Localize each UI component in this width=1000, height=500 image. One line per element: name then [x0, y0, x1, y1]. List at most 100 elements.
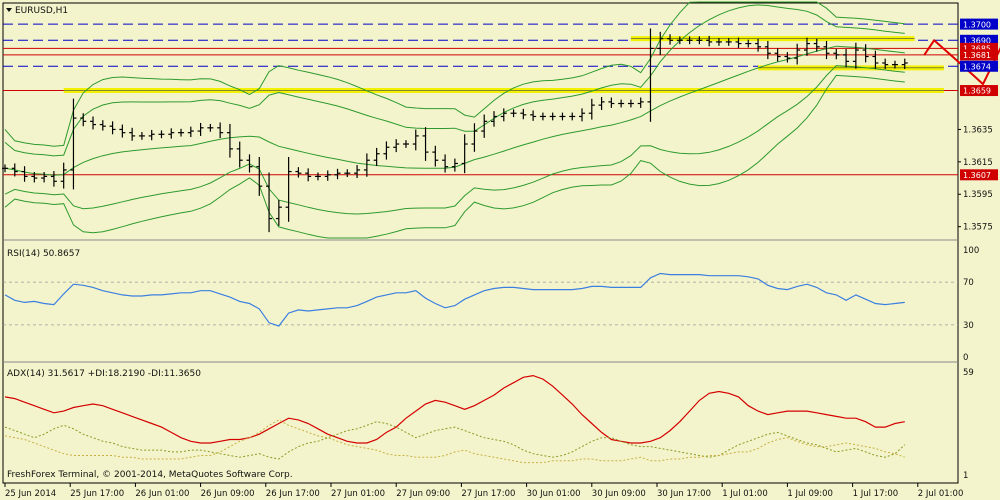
- di-minus-line[interactable]: [4, 419, 905, 464]
- ohlc-bar[interactable]: [168, 128, 175, 139]
- ohlc-bar[interactable]: [246, 154, 253, 173]
- ohlc-bar[interactable]: [11, 163, 18, 177]
- ohlc-bar[interactable]: [715, 38, 722, 46]
- ohlc-bar[interactable]: [236, 141, 243, 168]
- ohlc-bar[interactable]: [608, 97, 615, 108]
- ohlc-bar[interactable]: [833, 48, 840, 60]
- ohlc-bar[interactable]: [823, 40, 830, 60]
- dropdown-arrow-icon[interactable]: [6, 8, 12, 12]
- ohlc-bar[interactable]: [481, 114, 488, 138]
- ohlc-bar[interactable]: [696, 36, 703, 45]
- ohlc-bar[interactable]: [60, 162, 67, 189]
- ohlc-bar[interactable]: [637, 97, 644, 108]
- ohlc-bar[interactable]: [706, 35, 713, 47]
- ohlc-bar[interactable]: [422, 127, 429, 161]
- ohlc-bar[interactable]: [588, 98, 595, 120]
- ohlc-bar[interactable]: [41, 172, 48, 183]
- ohlc-bar[interactable]: [520, 108, 527, 120]
- ohlc-bar[interactable]: [901, 58, 908, 69]
- ohlc-bar[interactable]: [31, 172, 38, 183]
- ohlc-bar[interactable]: [178, 128, 185, 137]
- ohlc-bar[interactable]: [725, 38, 732, 46]
- ohlc-bar[interactable]: [80, 113, 87, 127]
- ohlc-bar[interactable]: [735, 37, 742, 48]
- ohlc-bar[interactable]: [129, 127, 136, 141]
- ohlc-bar[interactable]: [344, 169, 351, 178]
- ohlc-bar[interactable]: [539, 112, 546, 121]
- ohlc-bar[interactable]: [647, 28, 654, 122]
- ohlc-bar[interactable]: [266, 172, 273, 233]
- ohlc-bar[interactable]: [324, 170, 331, 181]
- ohlc-bar[interactable]: [393, 139, 400, 153]
- ohlc-bar[interactable]: [803, 37, 810, 56]
- ohlc-bar[interactable]: [383, 141, 390, 160]
- ohlc-bar[interactable]: [755, 38, 762, 52]
- ohlc-bar[interactable]: [70, 98, 77, 190]
- ohlc-bar[interactable]: [471, 123, 478, 152]
- ohlc-bar[interactable]: [627, 99, 634, 108]
- ohlc-bar[interactable]: [119, 124, 126, 138]
- ohlc-bar[interactable]: [618, 99, 625, 108]
- ohlc-bar[interactable]: [285, 156, 292, 222]
- ohlc-bar[interactable]: [491, 111, 497, 127]
- ohlc-bar[interactable]: [207, 123, 214, 132]
- ohlc-bar[interactable]: [843, 49, 850, 68]
- ohlc-bar[interactable]: [363, 153, 370, 177]
- ohlc-bar[interactable]: [334, 168, 341, 180]
- ohlc-bar[interactable]: [109, 121, 116, 135]
- ohlc-bar[interactable]: [891, 60, 898, 69]
- ohlc-bar[interactable]: [451, 158, 458, 172]
- ohlc-bar[interactable]: [158, 130, 165, 139]
- ohlc-bar[interactable]: [354, 165, 361, 179]
- ohlc-bar[interactable]: [872, 50, 879, 69]
- ohlc-bar[interactable]: [862, 44, 869, 63]
- ohlc-bar[interactable]: [21, 166, 28, 182]
- adx-tick-label: 59: [963, 368, 974, 378]
- ohlc-bar[interactable]: [226, 123, 233, 158]
- ohlc-bar[interactable]: [500, 108, 507, 122]
- ohlc-bar[interactable]: [852, 42, 859, 69]
- ohlc-bar[interactable]: [2, 164, 8, 173]
- ohlc-bar[interactable]: [148, 129, 155, 141]
- ohlc-bar[interactable]: [686, 36, 693, 45]
- ohlc-bar[interactable]: [598, 97, 605, 110]
- ohlc-bar[interactable]: [373, 147, 380, 167]
- ohlc-bar[interactable]: [256, 156, 263, 196]
- ohlc-bar[interactable]: [676, 36, 683, 45]
- ohlc-bar[interactable]: [187, 126, 194, 138]
- ohlc-bar[interactable]: [530, 110, 537, 121]
- ohlc-bar[interactable]: [657, 31, 664, 56]
- ohlc-bar[interactable]: [217, 122, 224, 139]
- ohlc-bar[interactable]: [90, 116, 97, 130]
- ohlc-bar[interactable]: [569, 112, 576, 121]
- rsi-line[interactable]: [4, 272, 905, 327]
- ohlc-bar[interactable]: [774, 48, 781, 62]
- ohlc-bar[interactable]: [138, 132, 145, 140]
- ohlc-bar[interactable]: [559, 112, 566, 121]
- ohlc-bar[interactable]: [314, 172, 321, 181]
- ohlc-bar[interactable]: [813, 38, 820, 52]
- ohlc-bar[interactable]: [882, 58, 889, 69]
- ohlc-bar[interactable]: [295, 167, 302, 178]
- ohlc-bar[interactable]: [579, 108, 586, 122]
- ohlc-bar[interactable]: [461, 134, 468, 174]
- ohlc-bar[interactable]: [412, 129, 419, 151]
- ohlc-bar[interactable]: [794, 43, 801, 65]
- ohlc-bar[interactable]: [745, 39, 752, 48]
- ohlc-bar[interactable]: [667, 34, 674, 45]
- adx-line[interactable]: [4, 374, 905, 444]
- ohlc-bar[interactable]: [510, 109, 517, 118]
- ohlc-bar[interactable]: [784, 52, 791, 63]
- main-title[interactable]: EURUSD,H1: [6, 6, 68, 16]
- ohlc-bar[interactable]: [402, 140, 409, 148]
- ohlc-bar[interactable]: [764, 40, 771, 60]
- ohlc-bar[interactable]: [275, 199, 282, 226]
- ohlc-bar[interactable]: [50, 171, 57, 187]
- ohlc-bar[interactable]: [197, 122, 204, 136]
- ohlc-bar[interactable]: [305, 168, 312, 182]
- ohlc-bar[interactable]: [99, 120, 106, 131]
- ohlc-bar[interactable]: [549, 112, 556, 121]
- di-plus-line[interactable]: [4, 421, 906, 460]
- ohlc-bar[interactable]: [442, 154, 449, 173]
- ohlc-bar[interactable]: [432, 145, 439, 167]
